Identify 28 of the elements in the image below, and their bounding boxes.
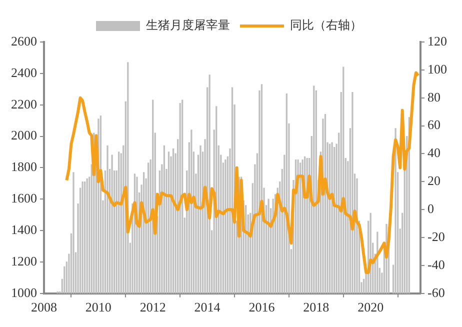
y2-tick-label: 0 <box>428 201 434 216</box>
y-tick-label: 2000 <box>11 128 37 143</box>
x-tick-label: 2010 <box>85 300 112 315</box>
y-tick-label: 1600 <box>11 190 37 206</box>
x-tick-label: 2018 <box>303 300 330 315</box>
y2-tick-label: 120 <box>428 33 447 48</box>
x-tick-label: 2008 <box>31 300 57 315</box>
y-tick-label: 1000 <box>11 284 37 300</box>
legend-label: 同比（右轴） <box>290 18 362 32</box>
y-tick-label: 2400 <box>11 64 37 80</box>
y-tick-label: 1400 <box>11 222 37 237</box>
y2-tick-label: 60 <box>428 117 440 132</box>
y-tick-label: 1200 <box>11 253 37 268</box>
y2-tick-label: 100 <box>428 61 447 76</box>
y2-tick-label: 40 <box>428 145 440 160</box>
x-tick-label: 2012 <box>140 300 166 315</box>
x-tick-label: 2014 <box>194 300 221 315</box>
y2-tick-label: -40 <box>428 256 445 272</box>
y-tick-label: 1800 <box>11 159 37 174</box>
y-tick-label: 2600 <box>11 33 37 48</box>
y2-tick-label: -60 <box>428 284 445 300</box>
y-tick-label: 2200 <box>11 96 37 112</box>
x-tick-label: 2020 <box>358 300 384 315</box>
y2-tick-label: 20 <box>428 173 440 188</box>
y2-tick-label: -20 <box>428 228 445 244</box>
y2-tick-label: 80 <box>428 89 440 104</box>
legend-label: 生猪月度屠宰量 <box>146 18 230 32</box>
x-tick-label: 2016 <box>248 300 276 315</box>
